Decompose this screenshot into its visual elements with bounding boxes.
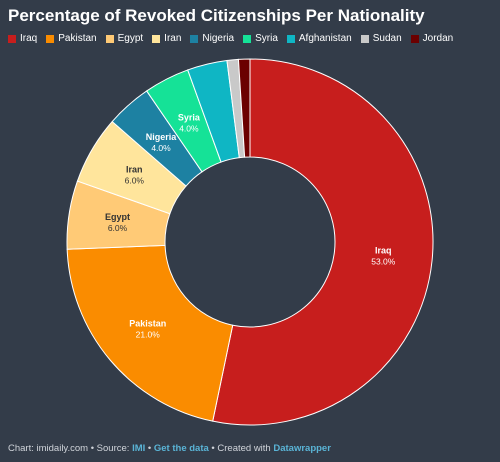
footer-separator: • [145,443,154,454]
donut-chart-svg: Iraq53.0%Pakistan21.0%Egypt6.0%Iran6.0%N… [66,58,434,426]
legend-swatch [360,34,369,43]
legend-swatch [105,34,114,43]
slice-pakistan [66,244,234,422]
legend-item-afghanistan: Afghanistan [286,33,352,44]
chart-footer: Chart: imidaily.com • Source: IMI • Get … [8,443,331,454]
slice-iraq [212,58,434,426]
legend-label: Iran [164,33,182,44]
slice-value-iran: 6.0% [125,175,145,185]
legend-label: Iraq [20,33,38,44]
get-the-data-link[interactable]: Get the data [153,443,209,454]
legend-item-nigeria: Nigeria [190,33,234,44]
legend-item-sudan: Sudan [360,33,402,44]
legend-swatch [410,34,419,43]
legend-label: Pakistan [58,33,97,44]
legend-label: Syria [255,33,278,44]
footer-prefix: Chart: imidaily.com • Source: [8,443,133,454]
footer-created-with: • Created with [208,443,274,454]
slice-value-iraq: 53.0% [371,257,396,267]
legend-item-egypt: Egypt [105,33,144,44]
legend-label: Egypt [117,33,144,44]
chart-title: Percentage of Revoked Citizenships Per N… [8,6,425,25]
legend-label: Sudan [372,33,402,44]
legend-item-iran: Iran [152,33,181,44]
legend-label: Nigeria [202,33,235,44]
legend-item-syria: Syria [243,33,278,44]
legend-swatch [46,34,55,43]
legend-swatch [190,34,199,43]
legend-swatch [8,34,16,43]
legend-swatch [243,34,252,43]
slice-value-pakistan: 21.0% [136,330,161,340]
legend-swatch [286,34,295,43]
datawrapper-link[interactable]: Datawrapper [273,443,331,454]
legend-label: Jordan [422,33,454,44]
legend-item-iraq: Iraq [8,33,37,44]
legend-item-pakistan: Pakistan [46,33,97,44]
slice-label-syria: Syria [178,113,201,123]
legend-swatch [152,34,161,43]
chart-legend: Iraq Pakistan Egypt Iran Nigeria Syria Afghani… [8,33,462,44]
slice-value-egypt: 6.0% [108,223,128,233]
source-link[interactable]: IMI [132,443,146,454]
legend-label: Afghanistan [298,33,352,44]
slice-label-iran: Iran [126,164,143,174]
legend-item-jordan: Jordan [410,33,454,44]
slice-label-nigeria: Nigeria [146,132,178,142]
slice-jordan [237,58,251,158]
slice-value-nigeria: 4.0% [151,143,171,153]
donut-chart: Iraq 53.0% Pakistan 21.0% Egypt 6.0% Iran 6.0% N… [0,50,500,435]
slice-label-pakistan: Pakistan [129,319,166,329]
slice-label-egypt: Egypt [105,212,130,222]
slice-value-syria: 4.0% [179,124,199,134]
slice-label-iraq: Iraq [375,246,392,256]
